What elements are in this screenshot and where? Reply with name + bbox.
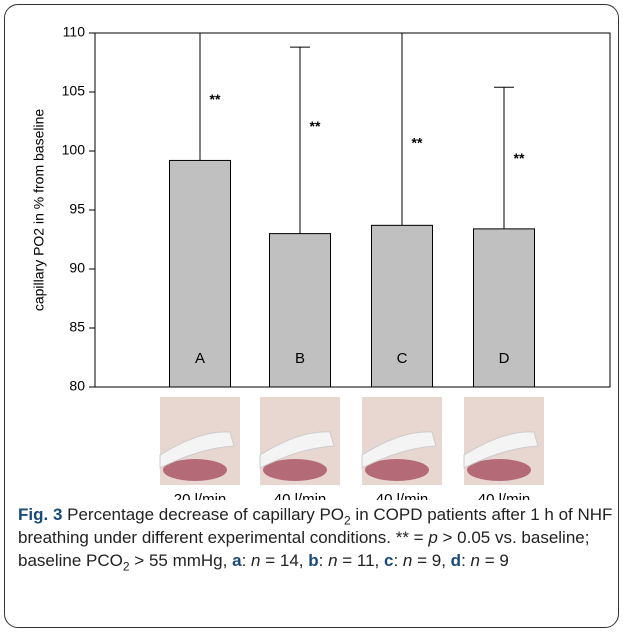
error-bar-group	[494, 86, 514, 229]
tube	[259, 431, 335, 469]
annotation: **	[310, 118, 321, 134]
bar	[371, 224, 433, 388]
tube	[463, 431, 539, 469]
caption-run: n	[328, 551, 338, 570]
error-bar-group	[401, 33, 403, 226]
condition-label: 40 l/min	[478, 491, 531, 500]
annotation: **	[514, 150, 525, 166]
lips	[365, 459, 429, 481]
caption-run: = 9,	[412, 551, 451, 570]
figure-frame	[4, 4, 619, 628]
bar-letter: B	[295, 350, 305, 367]
tube	[159, 431, 235, 469]
y-axis-title: capillary PO2 in % from baseline	[31, 109, 47, 312]
lips	[467, 459, 531, 481]
error-bar-group	[290, 46, 310, 234]
caption-run: n	[251, 551, 261, 570]
caption-run: > 0.05 vs. baseline; baseline PCO	[18, 528, 590, 570]
bar-letter: D	[499, 350, 510, 367]
caption-run: b	[308, 551, 319, 570]
plot-frame	[94, 32, 611, 388]
condition-label: 20 l/min	[174, 491, 227, 500]
condition-photo	[159, 397, 240, 485]
lips	[163, 459, 227, 481]
caption-run: in COPD patients after 1 h of NHF breath…	[18, 505, 613, 547]
y-tick-label: 85	[69, 319, 85, 335]
caption-run: :	[241, 551, 252, 570]
tube	[361, 431, 437, 469]
caption-run: = 11,	[337, 551, 384, 570]
y-tick-label: 110	[63, 24, 86, 40]
y-tick-label: 90	[69, 260, 85, 276]
caption-run: = 14,	[260, 551, 309, 570]
condition-photo	[463, 397, 544, 485]
lips	[263, 459, 327, 481]
caption: Fig. 3 Percentage decrease of capillary …	[18, 503, 614, 572]
bar	[473, 228, 535, 388]
caption-run: d	[450, 551, 462, 570]
y-tick-label: 95	[69, 201, 85, 217]
condition-label: 40 l/min	[376, 491, 429, 500]
bar-letter: C	[397, 350, 408, 367]
bar-letter: A	[195, 350, 205, 367]
caption-run: :	[318, 551, 329, 570]
caption-run: n	[402, 551, 413, 570]
condition-photo	[361, 397, 442, 485]
caption-run: p	[428, 528, 438, 547]
caption-run: Percentage decrease of capillary PO	[62, 505, 345, 524]
caption-run: 2	[122, 559, 130, 574]
caption-run: n	[470, 551, 480, 570]
caption-run: > 55 mmHg,	[129, 551, 233, 570]
caption-run: :	[461, 551, 471, 570]
caption-run: c	[384, 551, 394, 570]
caption-run: 2	[344, 513, 351, 528]
y-tick-label: 105	[62, 83, 86, 99]
caption-run: Fig. 3	[18, 505, 63, 524]
chart: capillary PO2 in % from baseline 80 85 90 9…	[31, 24, 611, 500]
y-tick-label: 80	[69, 378, 85, 394]
caption-run: = 9	[479, 551, 509, 570]
caption-run: a	[232, 551, 242, 570]
annotation: **	[412, 135, 423, 151]
annotation: **	[210, 91, 221, 107]
caption-run: :	[393, 551, 403, 570]
error-bar-group	[199, 33, 201, 161]
condition-photo	[259, 397, 340, 485]
y-tick-label: 100	[62, 142, 86, 158]
condition-label: 40 l/min	[274, 491, 327, 500]
